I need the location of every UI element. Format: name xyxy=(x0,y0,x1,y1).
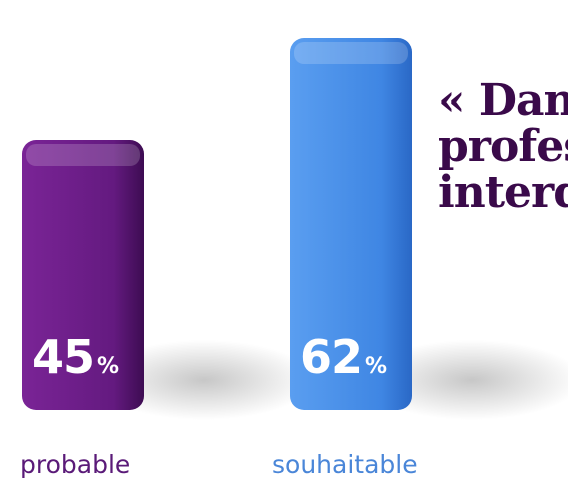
data-label-probable: 45% xyxy=(32,330,119,384)
bar-top-highlight xyxy=(294,42,408,64)
data-label-unit: % xyxy=(97,354,120,379)
heading: « Dans profes interdi xyxy=(438,78,568,218)
data-label-souhaitable: 62% xyxy=(300,330,387,384)
category-label-souhaitable: souhaitable xyxy=(272,450,418,479)
category-label-probable: probable xyxy=(20,450,131,479)
bar-top-highlight xyxy=(26,144,140,166)
bar-souhaitable xyxy=(290,38,412,410)
data-label-unit: % xyxy=(365,354,388,379)
data-label-value: 45 xyxy=(32,330,95,384)
bar-shadow xyxy=(94,340,314,420)
bar-probable xyxy=(22,140,144,410)
data-label-value: 62 xyxy=(300,330,363,384)
bar-shadow xyxy=(362,340,568,420)
